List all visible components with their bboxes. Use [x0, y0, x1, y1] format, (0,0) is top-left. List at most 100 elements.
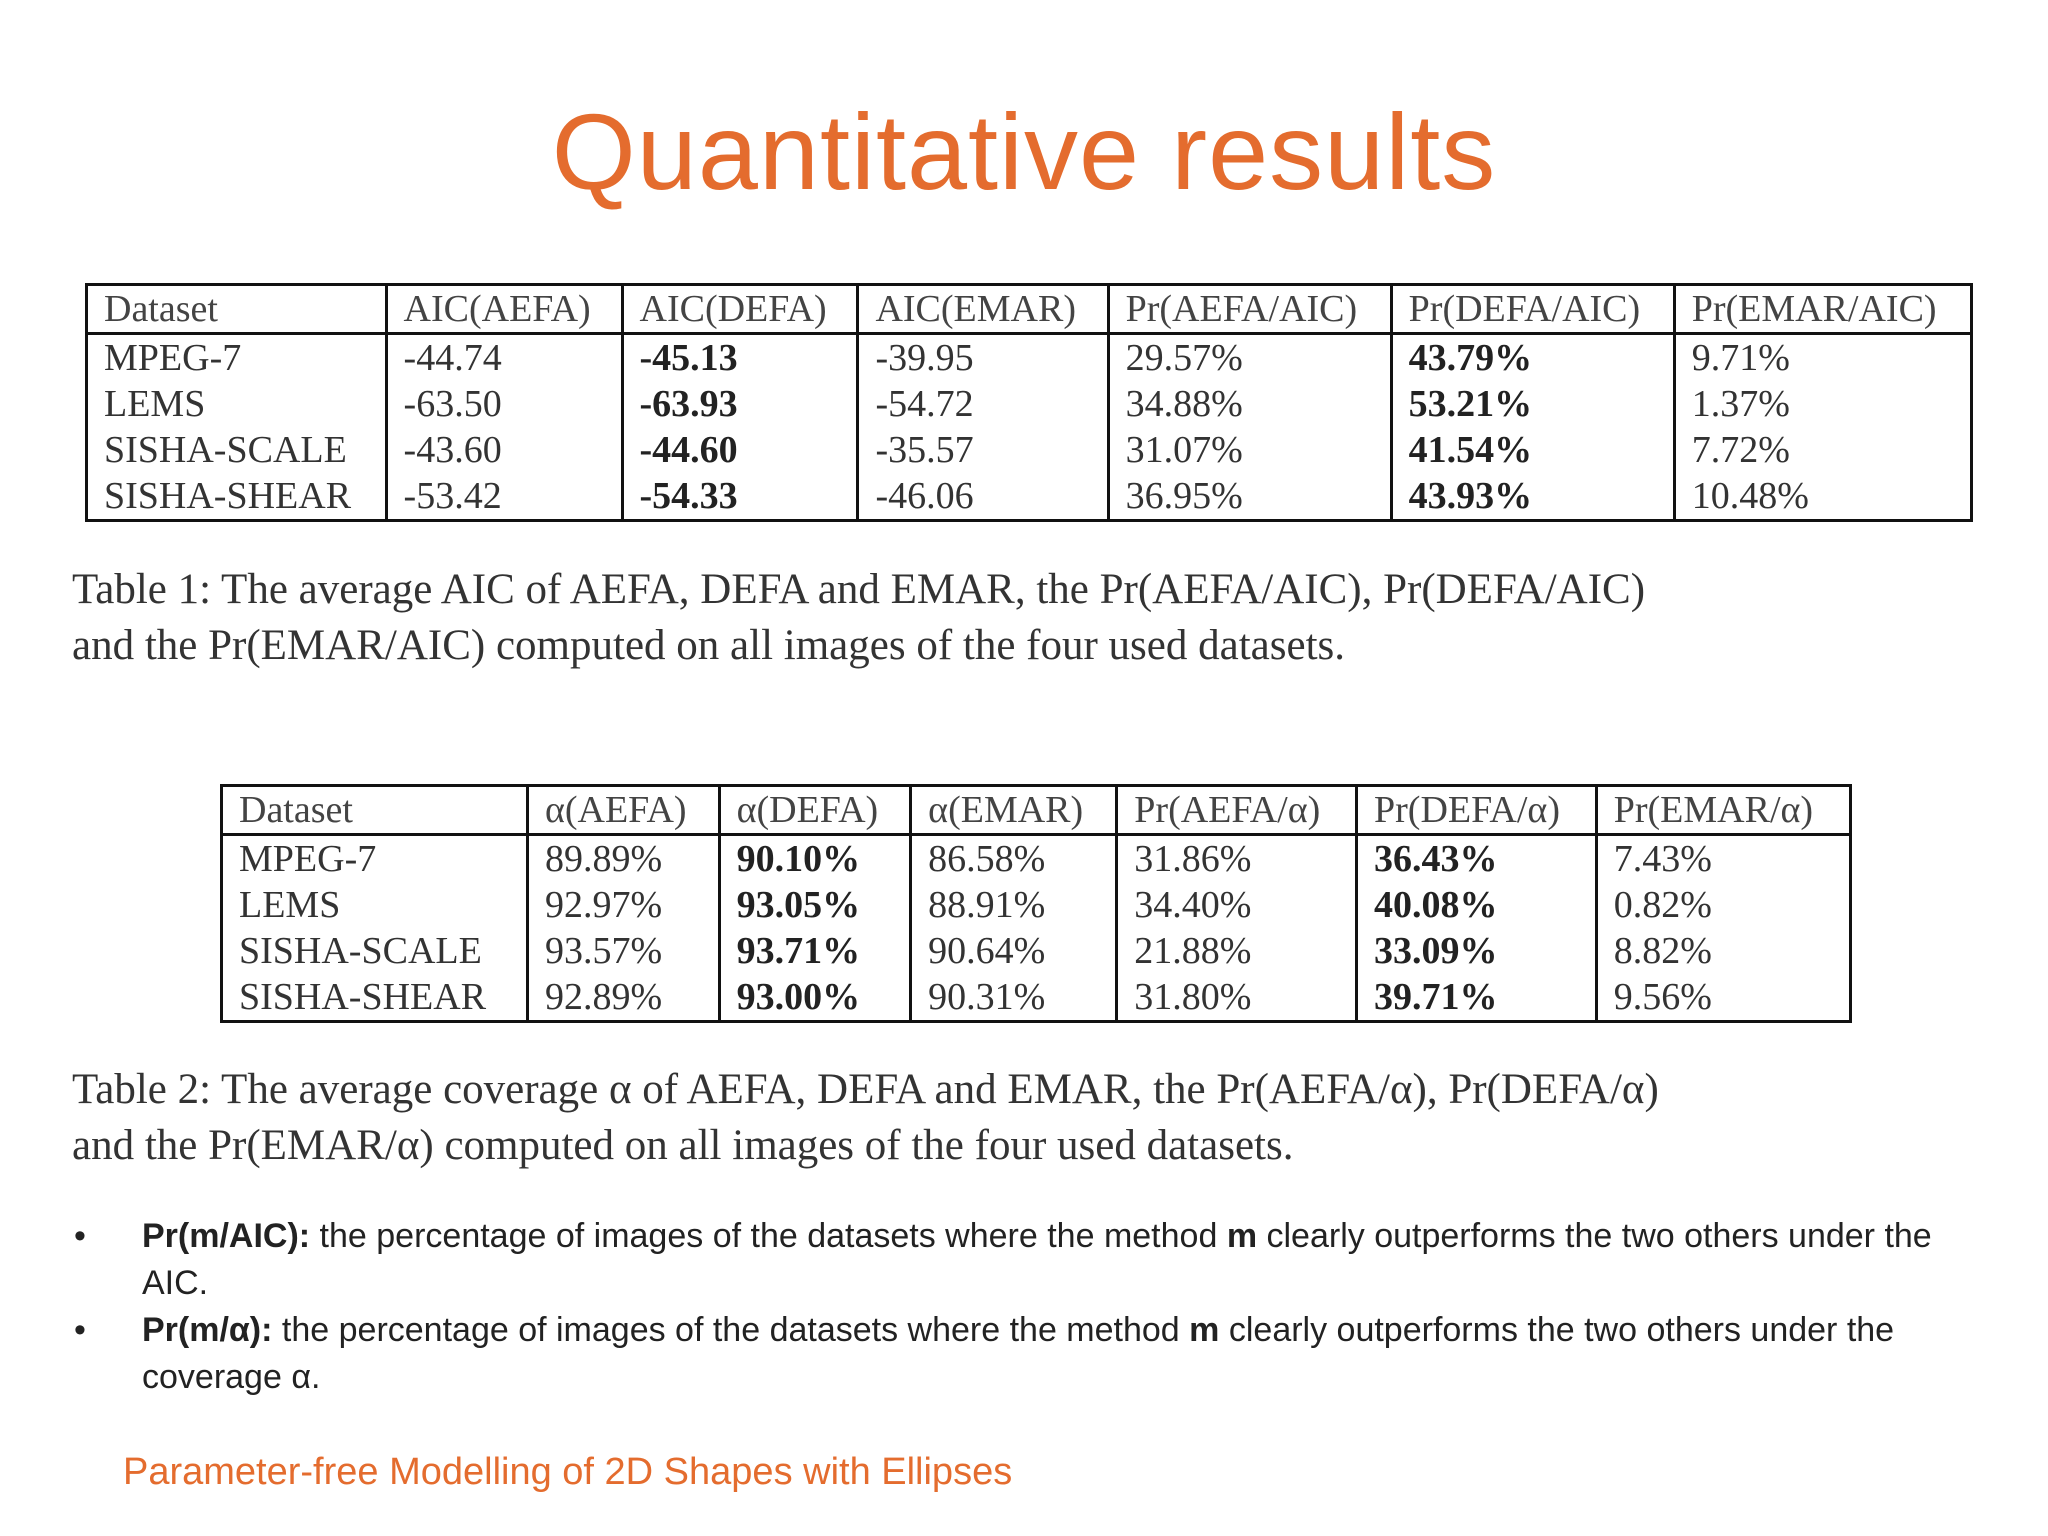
best-value-cell: 39.71%: [1355, 974, 1597, 1022]
method-symbol: m: [1226, 1217, 1258, 1255]
definition-text: the percentage of images of the datasets…: [310, 1217, 1227, 1255]
caption-line: Table 2: The average coverage α of AEFA,…: [72, 1066, 1659, 1113]
best-value-cell: 43.93%: [1389, 473, 1675, 521]
table-cell: -46.06: [856, 473, 1109, 521]
bullet-icon: •: [74, 1311, 86, 1349]
best-value-cell: 93.05%: [717, 882, 911, 928]
table1-caption: Table 1: The average AIC of AEFA, DEFA a…: [72, 562, 1992, 674]
table-cell: -39.95: [856, 333, 1109, 381]
table-cell: 0.82%: [1594, 882, 1851, 928]
header-cell: Pr(EMAR/AIC): [1672, 284, 1972, 335]
header-cell: α(EMAR): [909, 785, 1117, 836]
header-cell: Pr(AEFA/AIC): [1106, 284, 1392, 335]
table-cell: 93.57%: [525, 928, 720, 974]
header-cell: Pr(DEFA/α): [1355, 785, 1597, 836]
dataset-cell: SISHA-SHEAR: [104, 475, 352, 517]
table-cell: 92.97%: [525, 882, 720, 928]
dataset-cell: LEMS: [104, 383, 206, 425]
table2-caption: Table 2: The average coverage α of AEFA,…: [72, 1062, 1992, 1174]
dataset-cell: MPEG-7: [239, 838, 377, 880]
slide-title: Quantitative results: [551, 91, 1497, 212]
term-label: Pr(m/α):: [142, 1311, 273, 1349]
table-row: SISHA-SCALE -43.60 -44.60 -35.57 31.07% …: [87, 427, 1972, 473]
best-value-cell: -44.60: [620, 427, 858, 473]
dataset-cell: SISHA-SCALE: [104, 429, 347, 471]
table-row: SISHA-SHEAR -53.42 -54.33 -46.06 36.95% …: [87, 473, 1972, 521]
caption-line: and the Pr(EMAR/AIC) computed on all ima…: [72, 622, 1345, 669]
table-cell: 31.86%: [1115, 834, 1357, 882]
bullet-icon: •: [74, 1217, 86, 1255]
table-cell: 31.07%: [1106, 427, 1392, 473]
table-row: LEMS -63.50 -63.93 -54.72 34.88% 53.21% …: [87, 381, 1972, 427]
list-item: • Pr(m/α): the percentage of images of t…: [72, 1307, 1972, 1401]
term-label: Pr(m/AIC):: [142, 1217, 311, 1255]
best-value-cell: 93.71%: [717, 928, 911, 974]
header-cell: AIC(DEFA): [620, 284, 858, 335]
table-cell: -54.72: [856, 381, 1109, 427]
header-cell: Pr(DEFA/AIC): [1389, 284, 1675, 335]
header-cell: Dataset: [86, 284, 387, 335]
table-cell: 1.37%: [1672, 381, 1972, 427]
best-value-cell: 36.43%: [1355, 834, 1597, 882]
table-cell: 10.48%: [1672, 473, 1972, 521]
table-cell: -35.57: [856, 427, 1109, 473]
table-row: MPEG-7 -44.74 -45.13 -39.95 29.57% 43.79…: [87, 333, 1972, 381]
definition-text: clearly outperforms the two others under…: [142, 1217, 1932, 1302]
table-cell: 8.82%: [1594, 928, 1851, 974]
table-cell: 34.40%: [1115, 882, 1357, 928]
table-cell: 89.89%: [525, 834, 720, 882]
header-cell: Pr(EMAR/α): [1594, 785, 1851, 836]
best-value-cell: 40.08%: [1355, 882, 1597, 928]
header-cell: α(AEFA): [525, 785, 720, 836]
header-cell: AIC(EMAR): [856, 284, 1109, 335]
best-value-cell: 41.54%: [1389, 427, 1675, 473]
best-value-cell: 33.09%: [1355, 928, 1597, 974]
best-value-cell: -45.13: [620, 333, 858, 381]
definition-list: • Pr(m/AIC): the percentage of images of…: [72, 1213, 1972, 1401]
table-cell: 86.58%: [909, 834, 1117, 882]
table-cell: -44.74: [384, 333, 622, 381]
best-value-cell: 53.21%: [1389, 381, 1675, 427]
table-cell: 34.88%: [1106, 381, 1392, 427]
dataset-cell: LEMS: [239, 884, 341, 926]
best-value-cell: -63.93: [620, 381, 858, 427]
dataset-cell: SISHA-SCALE: [239, 930, 482, 972]
header-cell: α(DEFA): [717, 785, 911, 836]
best-value-cell: 43.79%: [1389, 333, 1675, 381]
table-row: MPEG-7 89.89% 90.10% 86.58% 31.86% 36.43…: [222, 834, 1851, 882]
header-cell: Pr(AEFA/α): [1115, 785, 1357, 836]
table-header-row: Dataset AIC(AEFA) AIC(DEFA) AIC(EMAR) Pr…: [86, 284, 1972, 335]
table-cell: 88.91%: [909, 882, 1117, 928]
definition-text: clearly outperforms the two others under…: [142, 1311, 1895, 1396]
table-cell: 90.31%: [909, 974, 1117, 1022]
table-cell: 36.95%: [1106, 473, 1392, 521]
header-cell: AIC(AEFA): [384, 284, 622, 335]
dataset-cell: MPEG-7: [104, 337, 242, 379]
table-cell: -63.50: [384, 381, 622, 427]
table-cell: 9.56%: [1594, 974, 1851, 1022]
caption-line: and the Pr(EMAR/α) computed on all image…: [72, 1122, 1294, 1169]
table-cell: 21.88%: [1115, 928, 1357, 974]
table-header-row: Dataset α(AEFA) α(DEFA) α(EMAR) Pr(AEFA/…: [221, 785, 1851, 836]
table-cell: 90.64%: [909, 928, 1117, 974]
slide-footer: Parameter-free Modelling of 2D Shapes wi…: [123, 1451, 1013, 1493]
aic-results-table: Dataset AIC(AEFA) AIC(DEFA) AIC(EMAR) Pr…: [85, 283, 1973, 522]
table-cell: -53.42: [384, 473, 622, 521]
caption-line: Table 1: The average AIC of AEFA, DEFA a…: [72, 566, 1646, 613]
table-row: SISHA-SHEAR 92.89% 93.00% 90.31% 31.80% …: [222, 974, 1851, 1022]
table-row: SISHA-SCALE 93.57% 93.71% 90.64% 21.88% …: [222, 928, 1851, 974]
list-item: • Pr(m/AIC): the percentage of images of…: [72, 1213, 1972, 1307]
best-value-cell: 90.10%: [717, 834, 911, 882]
table-cell: -43.60: [384, 427, 622, 473]
table-row: LEMS 92.97% 93.05% 88.91% 34.40% 40.08% …: [222, 882, 1851, 928]
header-cell: Dataset: [221, 785, 528, 836]
table-cell: 31.80%: [1115, 974, 1357, 1022]
coverage-results-table: Dataset α(AEFA) α(DEFA) α(EMAR) Pr(AEFA/…: [220, 784, 1852, 1023]
dataset-cell: SISHA-SHEAR: [239, 976, 487, 1018]
best-value-cell: -54.33: [620, 473, 858, 521]
method-symbol: m: [1189, 1311, 1220, 1349]
table-cell: 92.89%: [525, 974, 720, 1022]
table-cell: 9.71%: [1672, 333, 1972, 381]
best-value-cell: 93.00%: [717, 974, 911, 1022]
